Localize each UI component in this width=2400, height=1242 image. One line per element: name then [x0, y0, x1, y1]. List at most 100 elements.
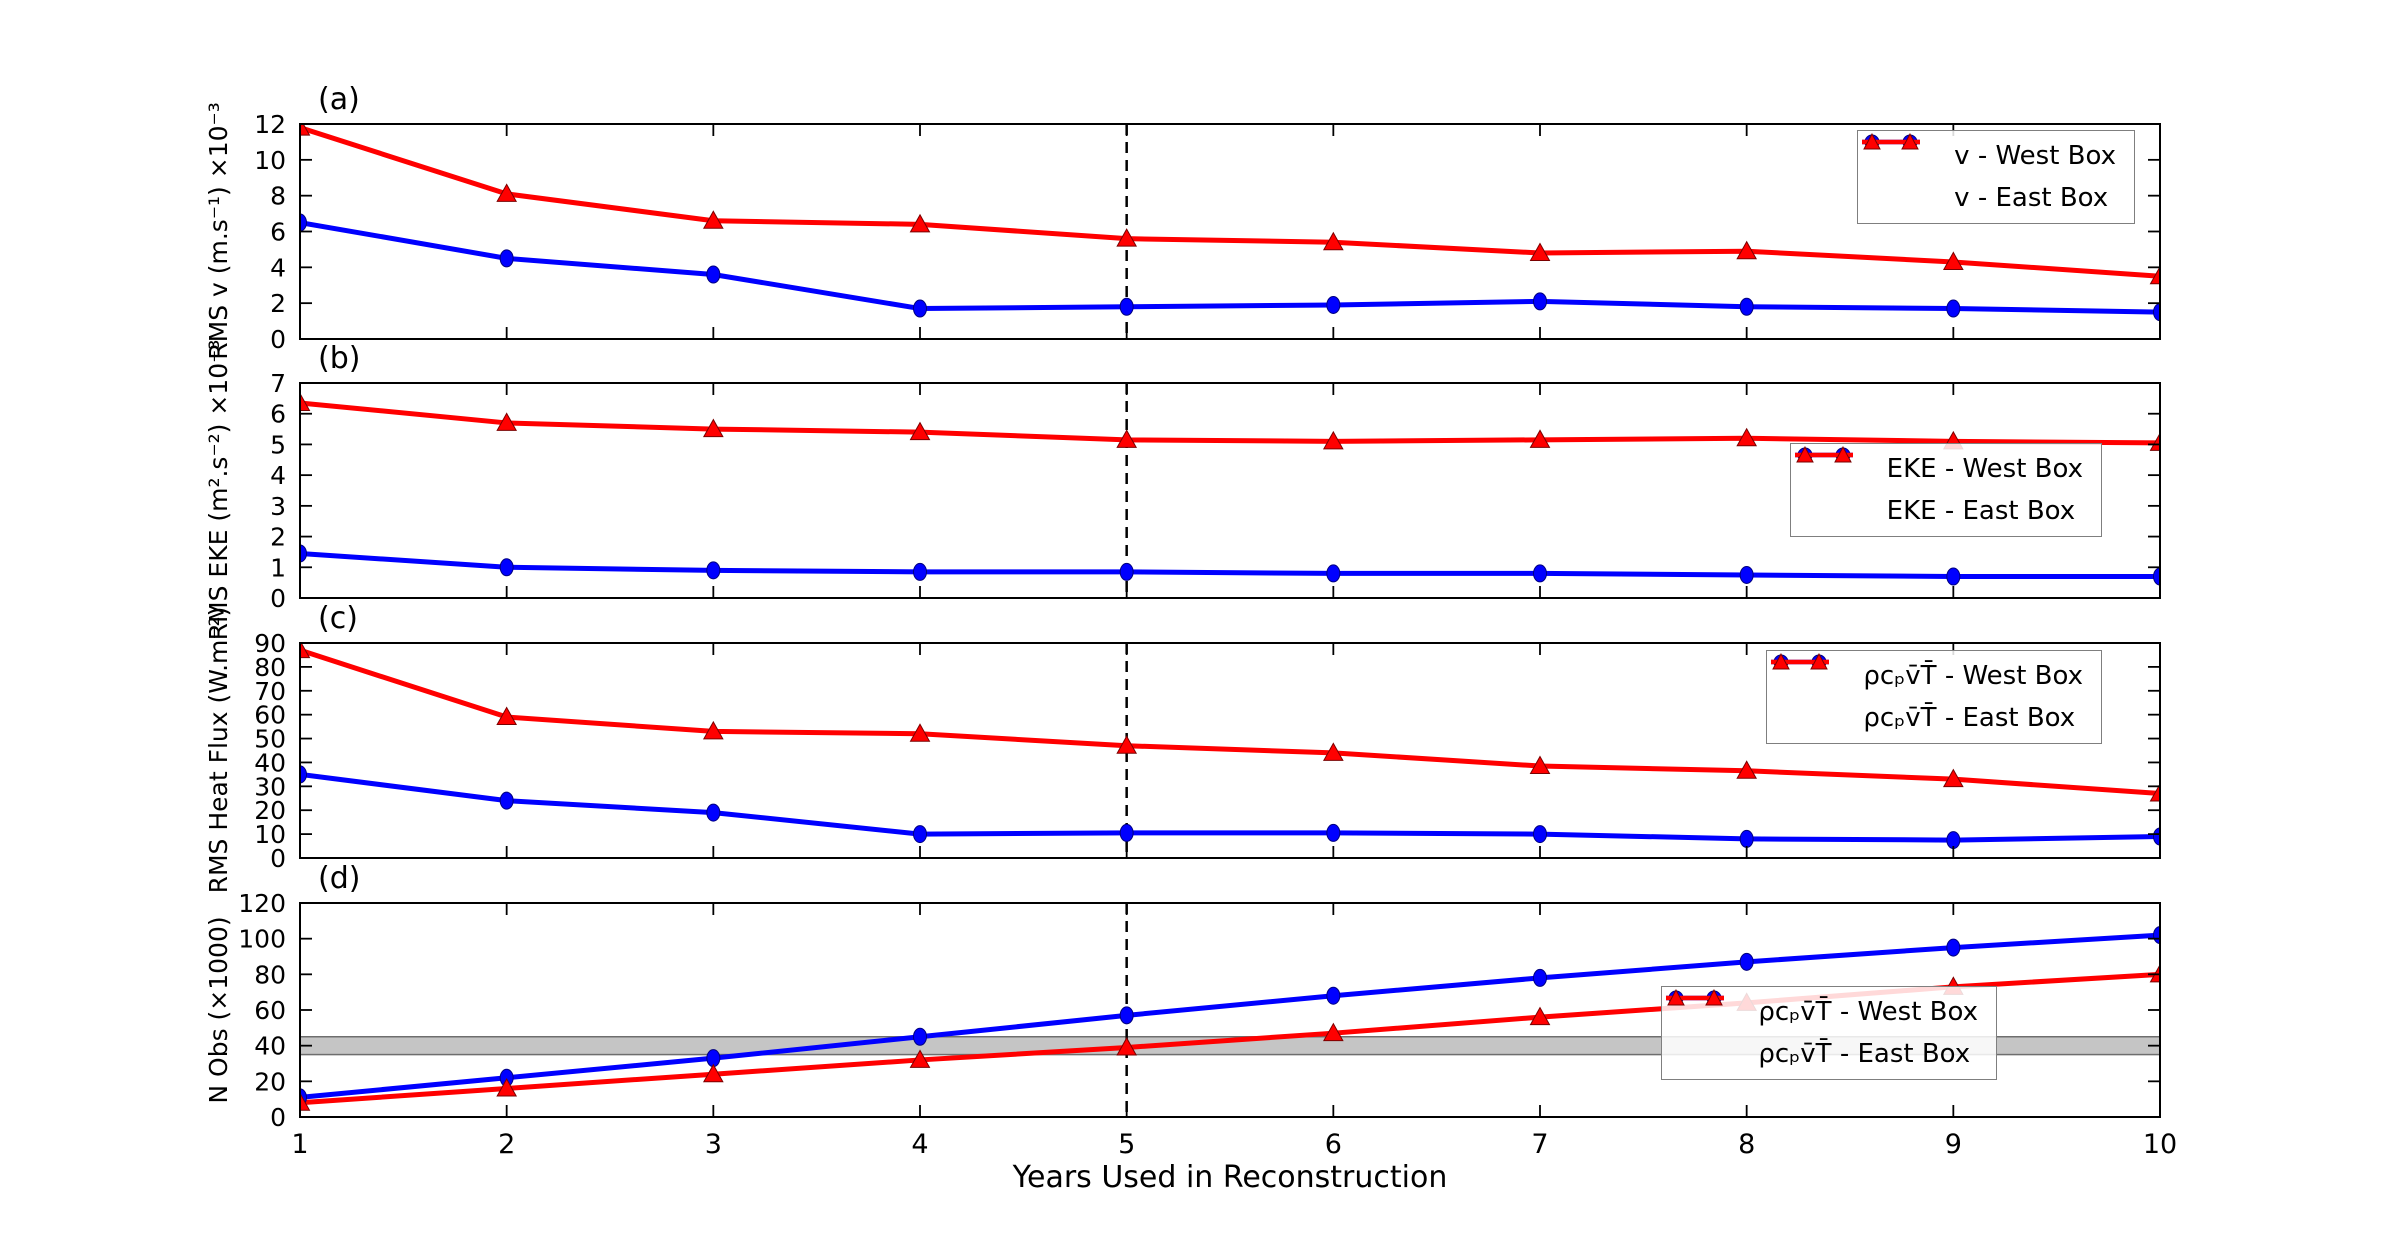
x-tick-label: 2	[498, 1129, 515, 1160]
marker-triangle-east	[1529, 755, 1551, 775]
legend-label-east: ρcₚv̄T̄ - East Box	[1758, 1039, 1971, 1069]
y-tick-label: 70	[254, 677, 286, 706]
line-west-box-a	[300, 220, 2160, 315]
marker-circle-west	[2153, 567, 2160, 586]
legend-item-east: ρcₚv̄T̄ - East Box	[1666, 988, 1978, 1069]
y-tick-label: 50	[254, 725, 286, 754]
panel-a: 0 2 4 6 8 10 12	[254, 110, 2161, 354]
marker-triangle-east	[1529, 429, 1551, 448]
marker-circle-west	[1739, 297, 1754, 316]
legend-label-west: ρcₚv̄T̄ - West Box	[1863, 661, 2083, 691]
marker-circle-west	[2153, 827, 2160, 846]
marker-circle-west	[1739, 829, 1754, 848]
marker-triangle-east	[2149, 432, 2160, 451]
legend-label-east: v - East Box	[1954, 183, 2109, 213]
y-tick-label: 60	[254, 701, 286, 730]
legend-panel-d: ρcₚv̄T̄ - West Box ρcₚv̄T̄ - East Box	[1661, 986, 1997, 1080]
y-tick-label: 20	[254, 796, 286, 825]
legend-panel-b: EKE - West Box EKE - East Box	[1789, 443, 2102, 537]
y-tick-label: 4	[270, 253, 286, 282]
y-tick-label: 8	[270, 182, 286, 211]
marker-triangle-east	[300, 123, 311, 136]
marker-circle-west	[2153, 303, 2160, 322]
marker-circle-west	[1326, 564, 1341, 583]
x-tick-label: 8	[1738, 1129, 1755, 1160]
y-tick-label: 6	[270, 400, 286, 429]
y-tick-label: 90	[254, 629, 286, 658]
marker-circle-west	[1533, 292, 1547, 311]
panel-a-title: (a)	[318, 82, 360, 117]
marker-triangle-east	[2149, 963, 2160, 983]
marker-triangle-east	[2149, 782, 2160, 802]
marker-triangle-east	[702, 1063, 724, 1083]
marker-triangle-east	[1116, 735, 1138, 754]
marker-triangle-east	[1322, 430, 1344, 450]
marker-circle-west	[1533, 825, 1547, 844]
marker-triangle-east	[702, 210, 724, 229]
marker-circle-west	[706, 265, 721, 284]
marker-circle-west	[1119, 562, 1134, 581]
y-tick-label: 40	[254, 748, 286, 777]
legend-label-west: EKE - West Box	[1886, 454, 2083, 484]
marker-circle-west	[913, 299, 927, 318]
marker-circle-west	[1739, 952, 1754, 971]
y-tick-label: 1	[270, 553, 286, 582]
y-tick-label: 2	[270, 523, 286, 552]
y-tick-label: 80	[254, 960, 286, 989]
marker-triangle-east	[496, 412, 518, 431]
marker-triangle-east	[1529, 242, 1551, 261]
y-tick-label: 100	[238, 925, 286, 954]
marker-circle-west	[1326, 295, 1341, 314]
marker-triangle-east	[1942, 768, 1964, 788]
marker-circle-west	[499, 791, 514, 810]
marker-circle-west	[1739, 565, 1754, 584]
marker-circle-west	[1946, 938, 1961, 957]
marker-triangle-east	[496, 183, 518, 202]
legend-key-east-icon	[1666, 988, 1742, 1065]
marker-triangle-east	[1736, 427, 1758, 447]
marker-triangle-east	[300, 1092, 311, 1111]
legend-key-east-icon	[1862, 132, 1938, 209]
marker-triangle-east	[496, 1077, 518, 1097]
marker-circle-west	[1119, 823, 1134, 842]
marker-circle-west	[706, 803, 721, 822]
marker-triangle-east	[1736, 760, 1758, 779]
marker-triangle-east	[1322, 742, 1344, 761]
marker-triangle-east	[1116, 228, 1138, 247]
y-tick-label: 30	[254, 772, 286, 801]
y-tick-label: 0	[270, 325, 286, 354]
line-east-box-b	[300, 400, 2160, 446]
marker-triangle-east	[1322, 1022, 1344, 1042]
line-west-box-b	[300, 550, 2160, 579]
panel-d-title: (d)	[318, 861, 361, 896]
marker-triangle-east	[702, 418, 724, 438]
x-tick-label: 10	[2143, 1129, 2177, 1160]
panel-frame	[299, 382, 2161, 599]
legend-label-east: EKE - East Box	[1886, 496, 2076, 526]
legend-key-east-icon	[1771, 652, 1847, 729]
marker-triangle-east	[496, 706, 518, 726]
marker-triangle-east	[1116, 1036, 1138, 1056]
y-tick-label: 20	[254, 1067, 286, 1096]
x-tick-label: 9	[1945, 1129, 1962, 1160]
line-west-box-d	[300, 932, 2160, 1100]
y-tick-label: 80	[254, 653, 286, 682]
marker-triangle-east	[909, 1049, 931, 1068]
y-tick-label: 7	[270, 369, 286, 398]
marker-triangle-east	[1942, 251, 1964, 270]
marker-circle-west	[1119, 297, 1134, 316]
line-west-box-c	[300, 771, 2160, 843]
x-tick-label: 4	[911, 1129, 928, 1160]
marker-circle-west	[1326, 986, 1341, 1005]
legend-label-west: ρcₚv̄T̄ - West Box	[1758, 997, 1978, 1027]
panel-b-title: (b)	[318, 341, 361, 376]
y-tick-label: 0	[270, 844, 286, 873]
y-tick-label: 40	[254, 1032, 286, 1061]
marker-triangle-east	[702, 720, 724, 740]
legend-label-east: ρcₚv̄T̄ - East Box	[1863, 703, 2076, 733]
y-tick-label: 10	[254, 146, 286, 175]
marker-circle-west	[1533, 968, 1547, 987]
marker-triangle-east	[1529, 1006, 1551, 1026]
marker-triangle-east	[300, 642, 311, 659]
